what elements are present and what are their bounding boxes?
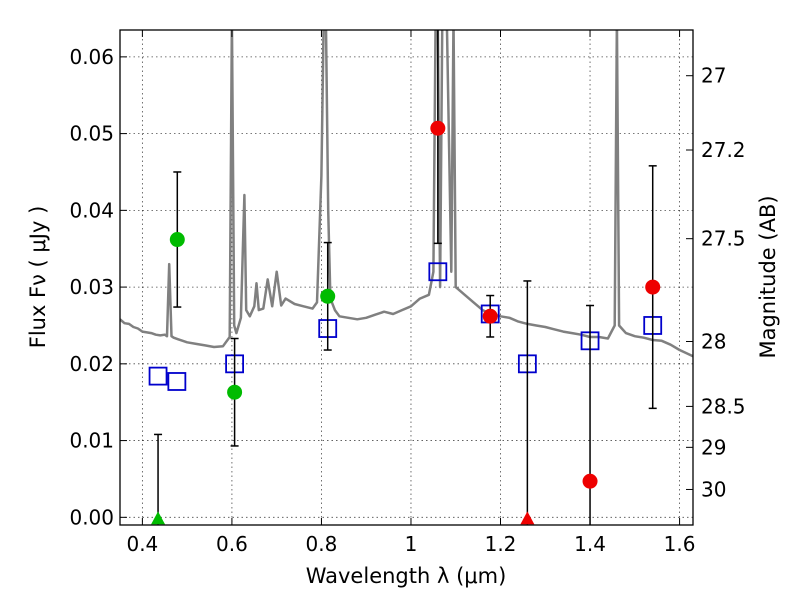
data-point-circle <box>645 279 661 295</box>
y-tick-label: 0.02 <box>69 352 114 376</box>
upper-limit-triangle <box>151 511 166 525</box>
x-tick-label: 1.2 <box>485 532 517 556</box>
y-tick-label: 0.05 <box>69 122 114 146</box>
plot-area <box>120 30 693 525</box>
data-point-circle <box>169 232 185 248</box>
y-axis-title: Flux Fν ( μJy ) <box>26 206 50 349</box>
y2-tick-label: 30 <box>701 477 726 501</box>
x-tick-label: 0.4 <box>126 532 158 556</box>
data-point-circle <box>227 384 243 400</box>
model-point-square <box>148 366 168 386</box>
x-tick-label: 1.6 <box>664 532 696 556</box>
x-tick-label: 1.4 <box>574 532 606 556</box>
y2-tick-label: 27.5 <box>701 227 746 251</box>
plot-frame <box>119 29 694 526</box>
model-point-square <box>428 262 448 282</box>
model-point-square <box>167 372 187 391</box>
data-point-circle <box>320 288 336 304</box>
y-tick-label: 0.00 <box>69 505 114 529</box>
y-tick-label: 0.01 <box>69 429 114 453</box>
x-tick-label: 0.6 <box>216 532 248 556</box>
y-tick-label: 0.04 <box>69 198 114 222</box>
x-tick-label: 0.8 <box>306 532 338 556</box>
upper-limit-triangle <box>520 511 535 525</box>
sed-model-line <box>120 30 693 358</box>
y2-tick-label: 27 <box>701 64 726 88</box>
y2-tick-label: 28.5 <box>701 394 746 418</box>
y-tick-label: 0.03 <box>69 275 114 299</box>
ticks: 0.4 0.6 0.8 1 1.2 1.4 1.6 0.00 0.01 0.02 0.03 0.04 0… <box>69 30 746 556</box>
y2-tick-label: 29 <box>701 435 726 459</box>
data-point-circle <box>582 473 598 489</box>
data-point-circle <box>482 308 498 324</box>
x-tick-label: 1 <box>405 532 418 556</box>
x-axis-title: Wavelength λ (μm) <box>306 564 507 588</box>
grid <box>120 30 693 525</box>
y2-tick-label: 27.2 <box>701 138 746 162</box>
y2-tick-label: 28 <box>701 330 726 354</box>
y2-axis-title: Magnitude (AB) <box>756 195 780 358</box>
data-point-circle <box>430 120 446 136</box>
y-tick-label: 0.06 <box>69 45 114 69</box>
